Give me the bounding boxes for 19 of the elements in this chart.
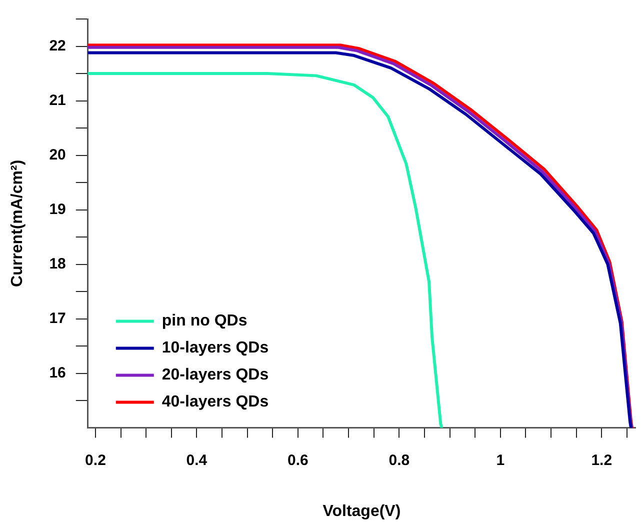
legend-label: 40-layers QDs (162, 394, 269, 411)
x-axis-title: Voltage(V) (322, 502, 401, 520)
y-tick-label: 20 (49, 146, 66, 164)
legend-label: 10-layers QDs (162, 340, 269, 357)
x-tick-label: 0.6 (288, 452, 308, 469)
x-tick-label: 0.4 (186, 452, 208, 469)
y-tick-label: 16 (49, 364, 66, 382)
y-tick-label: 21 (49, 92, 66, 109)
y-tick-label: 22 (49, 37, 66, 54)
y-tick-label: 17 (49, 310, 66, 327)
y-axis-title: Current(mA/cm²) (9, 160, 26, 287)
legend-label: pin no QDs (162, 312, 248, 330)
x-tick-label: 0.2 (85, 452, 106, 469)
y-tick-label: 19 (49, 200, 66, 218)
x-tick-label: 1 (496, 452, 505, 469)
x-tick-label: 0.8 (388, 452, 410, 469)
x-tick-label: 1.2 (591, 452, 612, 469)
y-tick-label: 18 (49, 255, 66, 272)
legend-label: 20-layers QDs (162, 366, 269, 384)
